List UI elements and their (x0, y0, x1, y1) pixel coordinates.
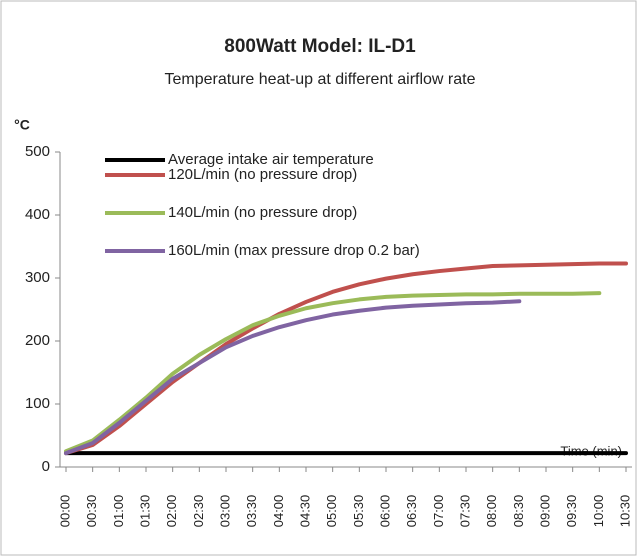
series-line (64, 261, 628, 456)
x-tick-label: 09:00 (537, 495, 552, 528)
x-tick-label: 05:30 (351, 495, 366, 528)
x-tick-label: 04:00 (271, 495, 286, 528)
x-tick-label: 01:30 (137, 495, 152, 528)
legend-label: 120L/min (no pressure drop) (168, 166, 357, 183)
y-tick-label: 500 (25, 143, 50, 160)
y-tick-label: 100 (25, 395, 50, 412)
series-line (64, 291, 602, 454)
series-line (64, 299, 522, 456)
chart-subtitle: Temperature heat-up at different airflow… (165, 71, 476, 88)
x-tick-label: 08:30 (511, 495, 526, 528)
x-tick-label: 00:30 (84, 495, 99, 528)
x-tick-label: 10:00 (591, 495, 606, 528)
x-tick-label: 06:30 (404, 495, 419, 528)
x-tick-label: 08:00 (484, 495, 499, 528)
x-tick-label: 05:00 (324, 495, 339, 528)
x-axis-label: Time (min) (560, 443, 622, 458)
x-tick-label: 09:30 (564, 495, 579, 528)
legend-label: 160L/min (max pressure drop 0.2 bar) (168, 242, 420, 259)
x-tick-label: 10:30 (617, 495, 632, 528)
x-tick-label: 00:00 (57, 495, 72, 528)
legend-label: Average intake air temperature (168, 151, 374, 168)
y-tick-label: 0 (42, 458, 50, 475)
y-axis-label: °C (14, 117, 30, 133)
x-tick-label: 06:00 (377, 495, 392, 528)
x-tick-label: 01:00 (111, 495, 126, 528)
y-tick-label: 400 (25, 206, 50, 223)
x-tick-label: 07:00 (431, 495, 446, 528)
y-tick-label: 200 (25, 332, 50, 349)
x-tick-label: 02:00 (164, 495, 179, 528)
x-tick-label: 02:30 (191, 495, 206, 528)
legend-label: 140L/min (no pressure drop) (168, 204, 357, 221)
x-tick-label: 07:30 (457, 495, 472, 528)
x-tick-label: 04:30 (297, 495, 312, 528)
chart-title: 800Watt Model: IL-D1 (224, 36, 416, 57)
x-tick-label: 03:00 (217, 495, 232, 528)
x-tick-label: 03:30 (244, 495, 259, 528)
y-tick-label: 300 (25, 269, 50, 286)
